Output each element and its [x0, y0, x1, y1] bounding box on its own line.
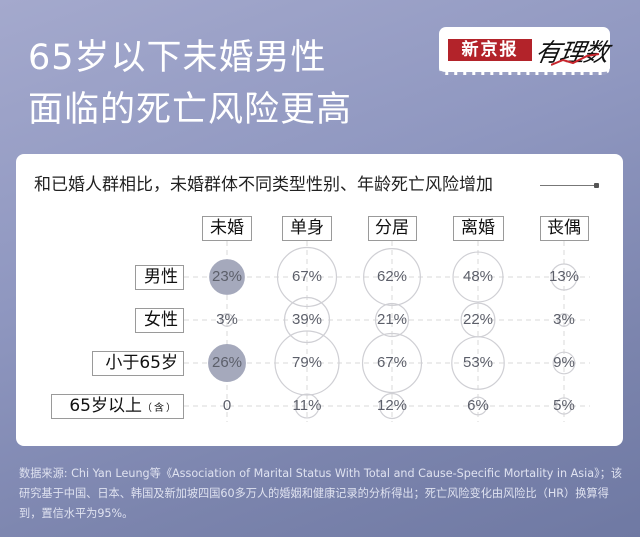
value-label: 3% [216, 311, 238, 328]
subtitle-rule [540, 185, 596, 186]
chart-card: 和已婚人群相比，未婚群体不同类型性别、年龄死亡风险增加 未婚 单身 分居 离婚 丧偶男性… [16, 154, 623, 446]
trend-line-icon [551, 53, 600, 66]
row-header: 65岁以上（含） [51, 393, 184, 419]
value-label: 0 [222, 397, 232, 414]
value-label: 13% [548, 268, 580, 285]
bubble [555, 397, 573, 415]
column-header: 离婚 [452, 216, 504, 241]
row-header: 男性 [135, 264, 184, 290]
bubble [468, 396, 488, 416]
highlighted-bubble [208, 344, 246, 382]
page-title: 65岁以下未婚男性 面临的死亡风险更高 [28, 32, 352, 136]
bubble [557, 313, 571, 327]
bubble [294, 393, 320, 419]
bubble [552, 351, 576, 375]
value-label: 62% [376, 268, 408, 285]
bubble-chart [184, 241, 590, 422]
bubble [363, 248, 421, 306]
value-label: 23% [211, 268, 243, 285]
value-label: 26% [211, 354, 243, 371]
value-label: 3% [553, 311, 575, 328]
bubble [452, 251, 504, 303]
data-source-note: 数据来源: Chi Yan Leung等《Association of Mari… [19, 467, 623, 520]
bubble [374, 302, 410, 338]
row-header-suffix: （含） [142, 402, 178, 414]
subtitle-rule-end [594, 183, 599, 188]
brand-logo: 新京报 有理数 [439, 27, 610, 75]
value-label: 79% [291, 354, 323, 371]
bubble [378, 392, 406, 420]
bubble [283, 296, 331, 344]
bubble [274, 330, 340, 396]
value-label: 53% [462, 354, 494, 371]
value-label: 6% [467, 397, 489, 414]
chart-subtitle: 和已婚人群相比，未婚群体不同类型性别、年龄死亡风险增加 [34, 175, 493, 195]
row-header: 女性 [135, 307, 184, 333]
value-label: 67% [291, 268, 323, 285]
bubble [451, 336, 505, 390]
value-label: 11% [292, 397, 322, 414]
value-label: 9% [553, 354, 575, 371]
brand-name: 新京报 [448, 39, 532, 61]
value-label: 21% [376, 311, 408, 328]
title-line-1: 65岁以下未婚男性 [28, 38, 327, 78]
column-header: 丧偶 [539, 216, 589, 241]
highlighted-bubble [209, 259, 245, 295]
row-header: 小于65岁 [92, 350, 184, 376]
value-label: 5% [553, 397, 575, 414]
bubble [361, 332, 423, 394]
column-header: 单身 [282, 216, 332, 241]
column-header: 未婚 [202, 216, 252, 241]
value-label: 67% [376, 354, 408, 371]
value-label: 39% [291, 311, 323, 328]
title-line-2: 面临的死亡风险更高 [28, 90, 353, 130]
column-header: 分居 [367, 216, 417, 241]
value-label: 12% [376, 397, 408, 414]
value-label: 22% [462, 311, 494, 328]
value-label: 48% [462, 268, 494, 285]
bubble [550, 263, 578, 291]
bubble [220, 313, 234, 327]
bubble [276, 246, 338, 308]
